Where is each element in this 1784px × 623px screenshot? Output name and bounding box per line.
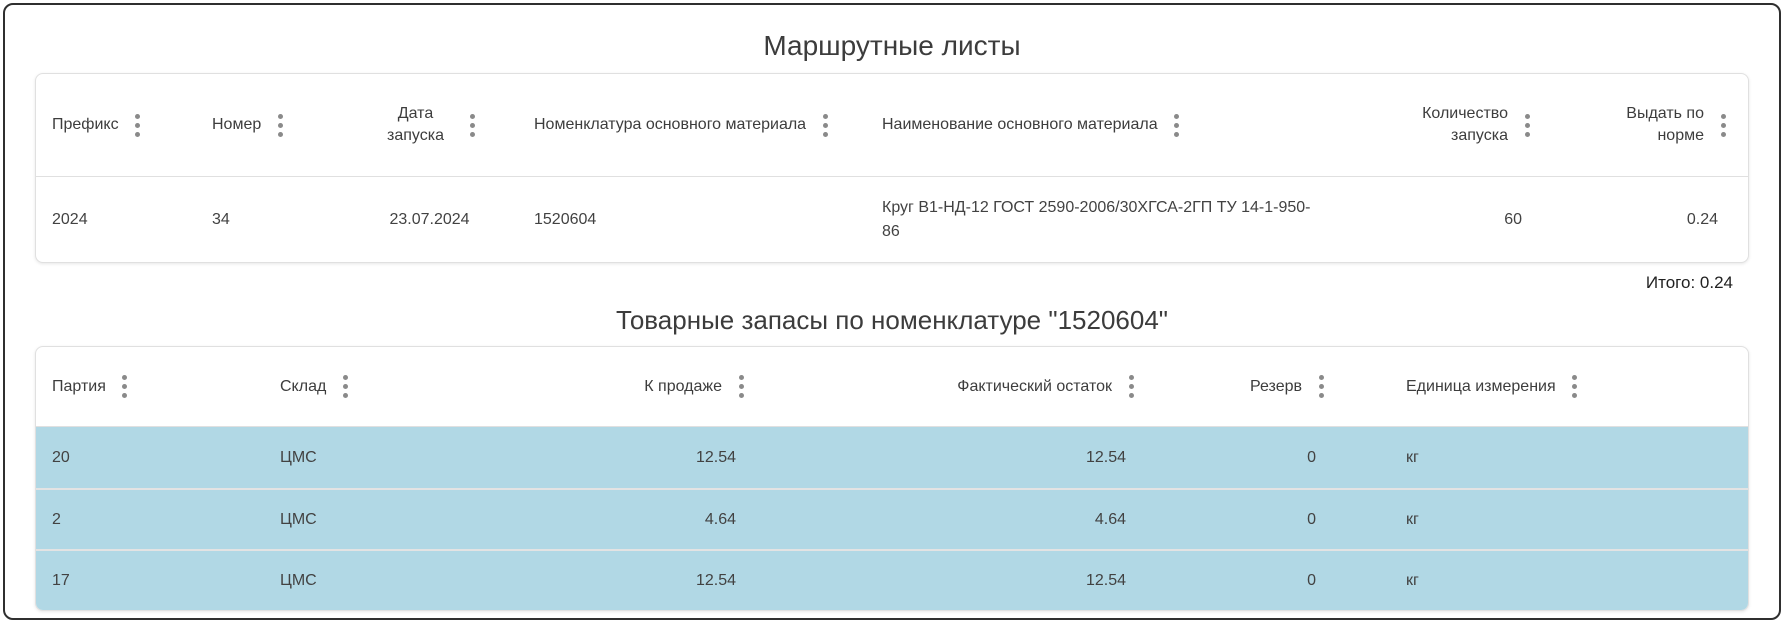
column-header-prefix: Префикс bbox=[36, 113, 196, 137]
column-label: Выдать по норме bbox=[1626, 105, 1704, 144]
column-menu-icon[interactable] bbox=[1518, 113, 1536, 137]
column-label: Префикс bbox=[52, 116, 119, 133]
cell-reserve: 0 bbox=[1307, 448, 1316, 466]
column-label: Номер bbox=[212, 116, 262, 133]
column-label: Партия bbox=[52, 377, 106, 395]
cell-batch: 20 bbox=[52, 448, 70, 466]
column-header-issue-norm: Выдать по норме bbox=[1552, 103, 1748, 147]
cell-actual-balance: 4.64 bbox=[1094, 510, 1126, 528]
column-header-actual-balance: Фактический остаток bbox=[766, 375, 1156, 399]
stocks-title: Товарные запасы по номенклатуре "1520604… bbox=[615, 305, 1169, 335]
cell-for-sale: 4.64 bbox=[704, 510, 736, 528]
column-header-batch: Партия bbox=[36, 375, 264, 399]
cell-material-code: 1520604 bbox=[534, 210, 597, 228]
column-header-launch-qty: Количество запуска bbox=[1356, 103, 1552, 147]
cell-reserve: 0 bbox=[1307, 571, 1316, 589]
cell-launch-qty: 60 bbox=[1504, 210, 1522, 228]
column-label: Номенклатура основного материала bbox=[534, 116, 807, 133]
column-menu-icon[interactable] bbox=[116, 375, 134, 399]
route-sheets-table: Префикс Номер Дата запуска Номенклатура … bbox=[35, 73, 1749, 263]
column-header-for-sale: К продаже bbox=[456, 375, 766, 399]
column-menu-icon[interactable] bbox=[1168, 113, 1186, 137]
cell-for-sale: 12.54 bbox=[695, 571, 736, 589]
stocks-table: Партия Склад К продаже Фактический остат… bbox=[35, 346, 1749, 611]
cell-number: 34 bbox=[212, 210, 230, 228]
column-menu-icon[interactable] bbox=[1566, 375, 1584, 399]
cell-launch-date: 23.07.2024 bbox=[389, 210, 470, 228]
report-window: Маршрутные листы Префикс Номер Дата запу… bbox=[3, 3, 1781, 620]
cell-for-sale: 12.54 bbox=[695, 448, 736, 466]
column-label: К продаже bbox=[644, 377, 722, 395]
total-label: Итого: 0.24 bbox=[1645, 273, 1733, 292]
cell-batch: 2 bbox=[52, 510, 61, 528]
column-menu-icon[interactable] bbox=[1714, 113, 1732, 137]
column-menu-icon[interactable] bbox=[271, 113, 289, 137]
table-row[interactable]: 20 ЦМС 12.54 12.54 0 кг bbox=[36, 427, 1748, 488]
column-header-unit: Единица измерения bbox=[1346, 375, 1748, 399]
cell-unit: кг bbox=[1406, 448, 1419, 466]
column-menu-icon[interactable] bbox=[1122, 375, 1140, 399]
cell-unit: кг bbox=[1406, 571, 1419, 589]
column-label: Фактический остаток bbox=[957, 377, 1112, 395]
column-menu-icon[interactable] bbox=[336, 375, 354, 399]
column-header-material-name: Наименование основного материала bbox=[866, 113, 1356, 137]
cell-actual-balance: 12.54 bbox=[1085, 571, 1126, 589]
column-header-warehouse: Склад bbox=[264, 375, 456, 399]
column-label: Наименование основного материала bbox=[882, 116, 1158, 133]
cell-warehouse: ЦМС bbox=[280, 448, 317, 466]
column-label: Дата запуска bbox=[387, 105, 444, 144]
column-menu-icon[interactable] bbox=[816, 113, 834, 137]
table-row[interactable]: 17 ЦМС 12.54 12.54 0 кг bbox=[36, 549, 1748, 610]
cell-warehouse: ЦМС bbox=[280, 571, 317, 589]
column-header-launch-date: Дата запуска bbox=[341, 103, 518, 147]
route-sheets-header-row: Префикс Номер Дата запуска Номенклатура … bbox=[36, 74, 1748, 177]
cell-prefix: 2024 bbox=[52, 210, 88, 228]
column-label: Количество запуска bbox=[1422, 105, 1508, 144]
stocks-header-row: Партия Склад К продаже Фактический остат… bbox=[36, 347, 1748, 427]
column-menu-icon[interactable] bbox=[464, 113, 482, 137]
column-header-reserve: Резерв bbox=[1156, 375, 1346, 399]
cell-warehouse: ЦМС bbox=[280, 510, 317, 528]
route-sheets-title: Маршрутные листы bbox=[763, 30, 1021, 61]
column-header-number: Номер bbox=[196, 113, 341, 137]
column-label: Единица измерения bbox=[1406, 377, 1556, 395]
column-header-material-code: Номенклатура основного материала bbox=[518, 113, 866, 137]
cell-material-name: Круг В1-НД-12 ГОСТ 2590-2006/30ХГСА-2ГП … bbox=[882, 198, 1311, 240]
cell-issue-norm: 0.24 bbox=[1686, 210, 1718, 228]
table-row[interactable]: 2 ЦМС 4.64 4.64 0 кг bbox=[36, 488, 1748, 549]
cell-batch: 17 bbox=[52, 571, 70, 589]
table-row[interactable]: 2024 34 23.07.2024 1520604 Круг В1-НД-12… bbox=[36, 177, 1748, 262]
column-label: Резерв bbox=[1250, 377, 1302, 395]
column-label: Склад bbox=[280, 377, 327, 395]
cell-unit: кг bbox=[1406, 510, 1419, 528]
column-menu-icon[interactable] bbox=[129, 113, 147, 137]
cell-reserve: 0 bbox=[1307, 510, 1316, 528]
column-menu-icon[interactable] bbox=[732, 375, 750, 399]
cell-actual-balance: 12.54 bbox=[1085, 448, 1126, 466]
column-menu-icon[interactable] bbox=[1312, 375, 1330, 399]
